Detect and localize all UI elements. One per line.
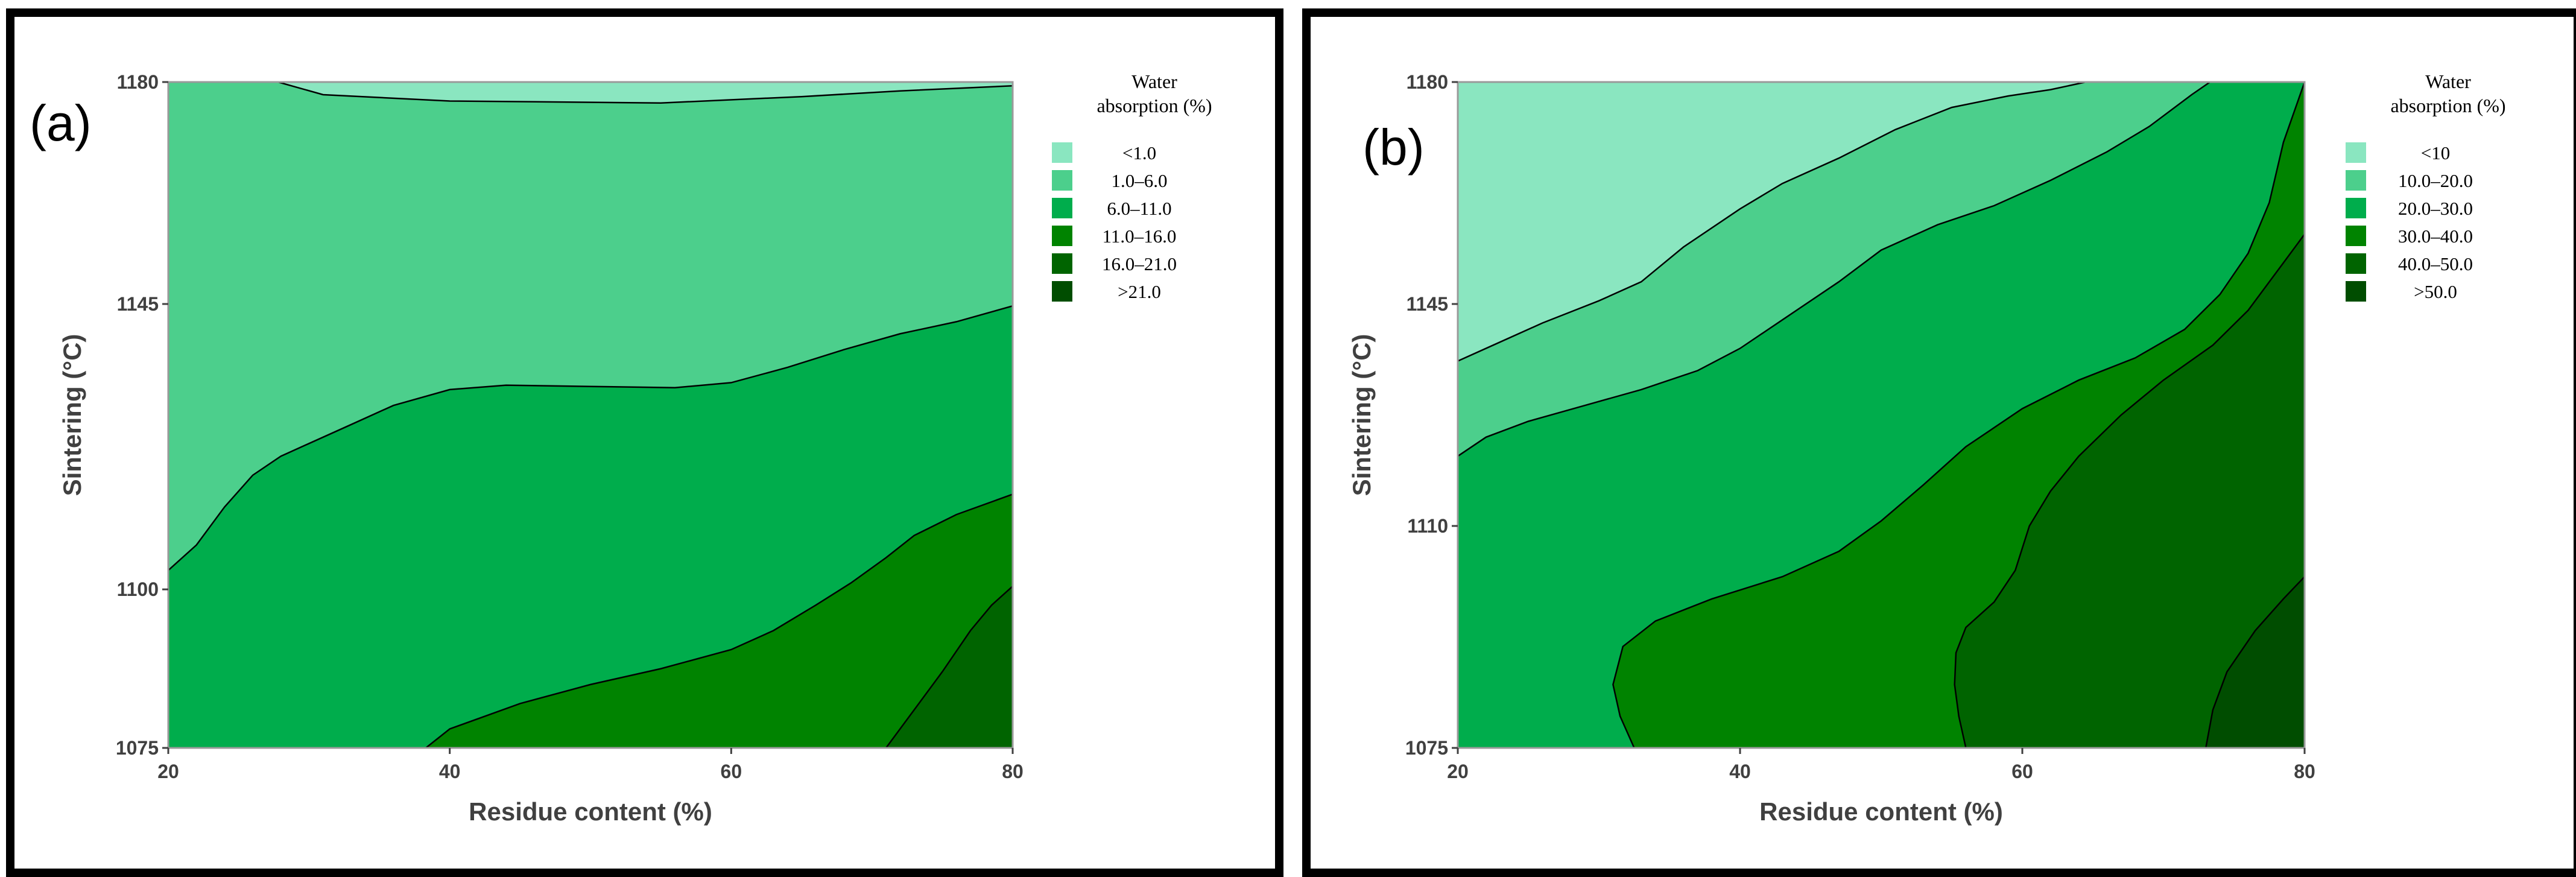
- contour-line-11.0–16.0: [885, 585, 1013, 748]
- plot-frame: [167, 81, 1014, 749]
- legend-title: Water: [2425, 71, 2471, 92]
- legend-swatch: [2346, 226, 2366, 246]
- contour-chart-b: 20 40 60 80 1075 1110 1145 1180 Residue content …: [1347, 71, 2506, 826]
- legend-swatch: [1052, 198, 1072, 218]
- legend-label: <10: [2421, 142, 2450, 163]
- legend-title: Water: [1131, 71, 1177, 92]
- y-tick-label: 1180: [1407, 71, 1448, 93]
- legend-label: >21.0: [1118, 281, 1161, 302]
- contour-line-10.0–20.0: [1458, 82, 2210, 457]
- contour-line-30.0–40.0: [1954, 233, 2305, 748]
- panel-label: (a): [30, 95, 92, 151]
- contour-line-40.0–50.0: [2204, 576, 2305, 748]
- y-tick-label: 1075: [116, 737, 159, 759]
- legend-swatch: [2346, 281, 2366, 302]
- legend-title-line2: absorption (%): [2390, 95, 2505, 116]
- x-tick-label: 80: [1002, 761, 1024, 782]
- legend-label: 10.0–20.0: [2398, 170, 2473, 191]
- contour-line-<10: [1458, 82, 2086, 362]
- legend-label: 16.0–21.0: [1102, 253, 1177, 274]
- x-tick-label: 40: [439, 761, 461, 782]
- legend-swatch: [2346, 253, 2366, 274]
- x-axis-label: Residue content (%): [469, 797, 712, 826]
- legend-label: 40.0–50.0: [2398, 253, 2473, 274]
- x-tick-label: 80: [2294, 761, 2315, 782]
- x-axis-label: Residue content (%): [1759, 797, 2003, 826]
- x-tick-label: 60: [2011, 761, 2033, 782]
- y-tick-label: 1145: [117, 293, 159, 315]
- legend-label: 1.0–6.0: [1112, 170, 1168, 191]
- legend-label: 20.0–30.0: [2398, 198, 2473, 219]
- x-tick-label: 20: [157, 761, 179, 782]
- contour-region-<10: [1458, 82, 2305, 361]
- panel-a: 20 40 60 80 1075 1100 1145 1180 Residue content …: [6, 8, 1283, 877]
- legend-swatch: [1052, 142, 1072, 163]
- contour-region-<1.0: [168, 82, 1013, 103]
- contour-line-6.0–11.0: [425, 493, 1013, 748]
- legend-title-line2: absorption (%): [1097, 95, 1212, 116]
- plot-frame: [1457, 81, 2306, 749]
- panel-b: 20 40 60 80 1075 1110 1145 1180 Residue content …: [1302, 8, 2576, 877]
- y-tick-label: 1145: [1407, 293, 1448, 315]
- legend-label: 11.0–16.0: [1103, 226, 1177, 247]
- contour-region-1.0–6.0: [168, 82, 1013, 571]
- x-tick-label: 20: [1447, 761, 1469, 782]
- legend-label: 30.0–40.0: [2398, 226, 2473, 247]
- y-tick-label: 1180: [117, 71, 159, 93]
- legend-swatch: [1052, 226, 1072, 246]
- contour-line-1.0–6.0: [168, 305, 1013, 571]
- contour-line-<1.0: [277, 82, 1013, 104]
- y-tick-label: 1075: [1405, 737, 1448, 759]
- y-tick-label: 1110: [1407, 515, 1448, 537]
- legend-swatch: [2346, 170, 2366, 191]
- contour-line-20.0–30.0: [1612, 82, 2305, 748]
- y-tick-label: 1100: [117, 578, 159, 600]
- legend-swatch: [1052, 253, 1072, 274]
- legend-swatch: [2346, 198, 2366, 218]
- x-tick-label: 60: [721, 761, 742, 782]
- legend-label: 6.0–11.0: [1107, 198, 1171, 219]
- y-axis-label: Sintering (°C): [1347, 334, 1376, 496]
- legend-label: >50.0: [2414, 281, 2457, 302]
- contour-chart-a: 20 40 60 80 1075 1100 1145 1180 Residue content …: [30, 71, 1212, 826]
- x-tick-label: 40: [1729, 761, 1751, 782]
- legend-label: <1.0: [1122, 142, 1156, 163]
- y-axis-label: Sintering (°C): [58, 334, 86, 496]
- panel-label: (b): [1362, 119, 1425, 176]
- legend-swatch: [1052, 281, 1072, 302]
- legend-swatch: [2346, 142, 2366, 163]
- legend-swatch: [1052, 170, 1072, 191]
